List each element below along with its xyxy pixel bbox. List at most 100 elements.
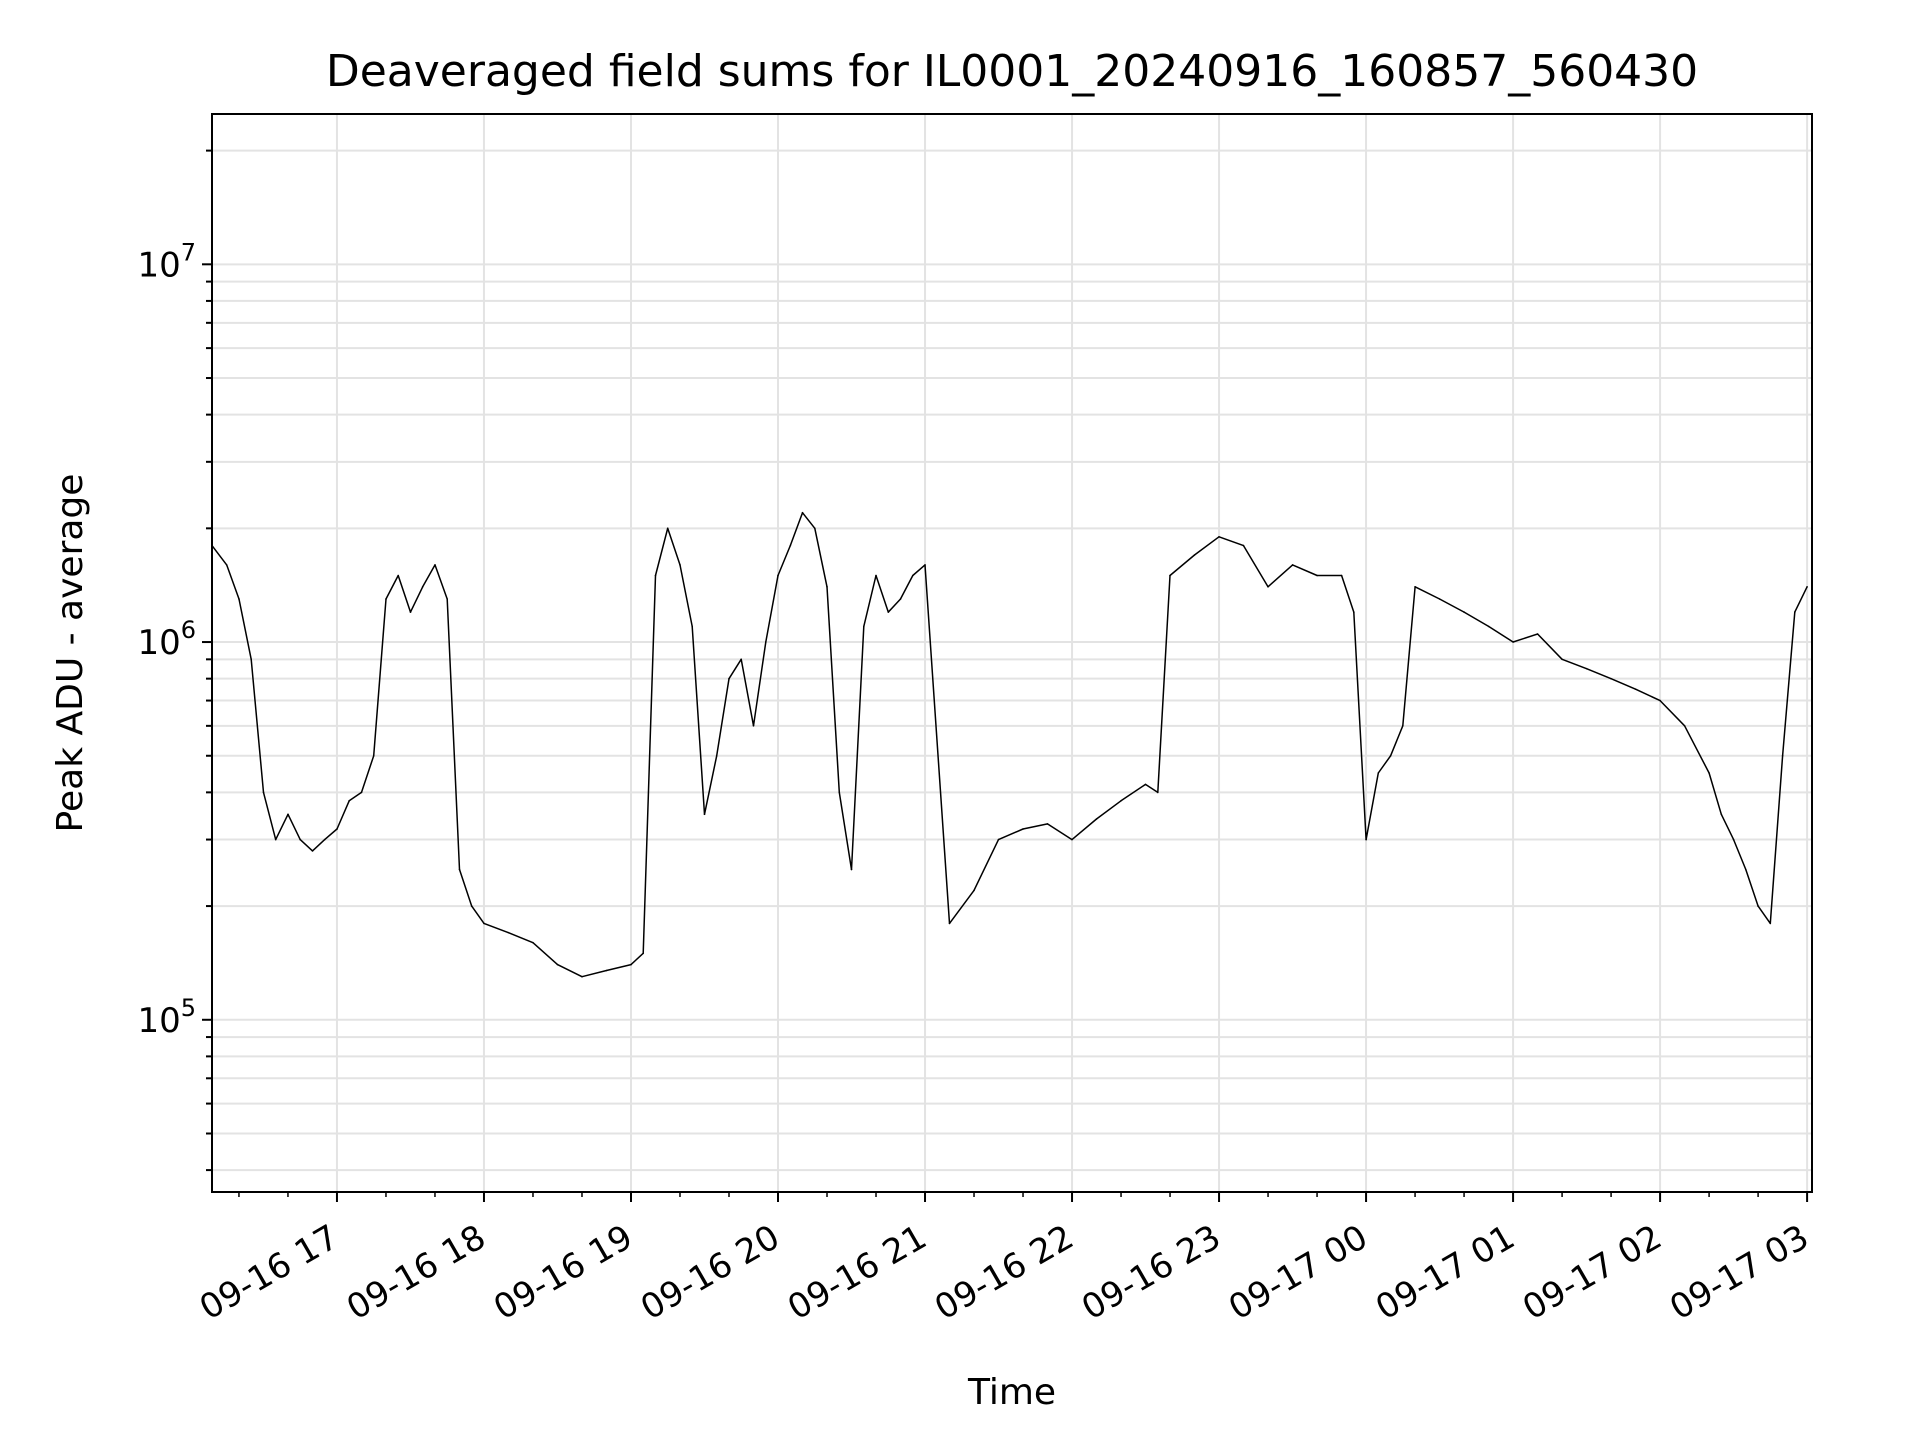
data-point [1757, 905, 1759, 907]
data-point [1414, 586, 1416, 588]
data-point [238, 598, 240, 600]
data-point [1708, 772, 1710, 774]
data-point [1316, 574, 1318, 577]
data-point [421, 586, 424, 588]
data-point [287, 813, 289, 816]
data-point [274, 838, 277, 841]
data-point [470, 905, 473, 907]
data-point [1267, 586, 1269, 588]
data-point [458, 868, 461, 871]
data-point [899, 598, 902, 600]
data-point [630, 963, 632, 966]
data-point [654, 574, 657, 577]
data-point [581, 975, 583, 978]
data-point [1365, 838, 1367, 841]
data-point [483, 922, 485, 925]
grid [212, 114, 1812, 1192]
data-point [1794, 611, 1796, 613]
data-point [605, 969, 608, 972]
data-point [532, 941, 534, 944]
data-point [1487, 625, 1490, 628]
data-point [912, 574, 914, 577]
data-point [1095, 818, 1098, 820]
data-point [1720, 813, 1723, 816]
data-point [1291, 564, 1294, 566]
data-point [336, 828, 338, 830]
data-point [250, 658, 252, 661]
data-point [1340, 574, 1343, 577]
data-point [997, 838, 1000, 841]
y-tick-label: 105 [137, 994, 196, 1041]
data-point [765, 641, 767, 643]
data-point [826, 586, 828, 588]
data-point [348, 800, 351, 802]
data-point [1438, 598, 1441, 600]
data-point [1512, 641, 1514, 643]
y-tick-label: 107 [137, 238, 196, 285]
data-point [385, 598, 387, 600]
data-point [1683, 725, 1686, 727]
data-point [703, 813, 706, 816]
data-point [1193, 554, 1196, 556]
x-axis-label: Time [967, 1372, 1056, 1413]
data-point [1732, 838, 1735, 841]
data-point [446, 598, 449, 600]
data-point [1463, 611, 1465, 613]
data-point [887, 611, 890, 613]
data-point [1781, 755, 1784, 757]
data-point [1046, 823, 1049, 825]
data-point [1402, 725, 1404, 727]
data-point [924, 564, 926, 566]
data-point [434, 564, 436, 566]
data-point [1022, 828, 1024, 830]
data-point [789, 544, 792, 547]
data-point [948, 922, 951, 925]
series-layer [211, 511, 1808, 978]
data-point [740, 658, 742, 661]
data-point [507, 931, 510, 934]
data-point [1536, 633, 1539, 635]
data-point [1745, 868, 1747, 871]
data-point [409, 611, 412, 613]
data-point [838, 791, 841, 794]
data-point [1610, 677, 1612, 680]
data-point [1071, 838, 1073, 841]
data-point [1561, 658, 1563, 661]
data-point [814, 527, 816, 530]
data-point [556, 963, 559, 966]
data-point [323, 838, 326, 841]
data-point [225, 564, 228, 566]
data-point [679, 564, 681, 566]
data-point [1144, 783, 1147, 786]
chart-title: Deaveraged field sums for IL0001_2024091… [326, 46, 1698, 97]
data-point [1585, 667, 1588, 670]
data-point [801, 511, 804, 514]
data-point [360, 791, 363, 794]
data-point [1389, 755, 1392, 757]
data-point [728, 677, 730, 680]
data-point [691, 625, 693, 628]
data-point [1218, 536, 1220, 538]
data-point [666, 527, 669, 530]
data-point [1157, 791, 1159, 794]
data-point [1169, 574, 1171, 577]
data-point [850, 868, 853, 871]
data-point [1806, 586, 1808, 588]
plot-frame [211, 113, 1813, 1193]
y-tick-label: 106 [137, 616, 196, 663]
data-point [973, 889, 975, 892]
data-point [863, 625, 865, 628]
data-point [311, 850, 314, 852]
data-point [262, 791, 265, 794]
data-point [752, 725, 755, 727]
y-axis-label: Peak ADU - average [50, 474, 91, 833]
data-point [715, 755, 718, 757]
data-point [299, 838, 302, 841]
data-point [1769, 922, 1772, 925]
data-point [1120, 800, 1122, 802]
data-point [1377, 772, 1380, 774]
data-point [1634, 688, 1637, 690]
